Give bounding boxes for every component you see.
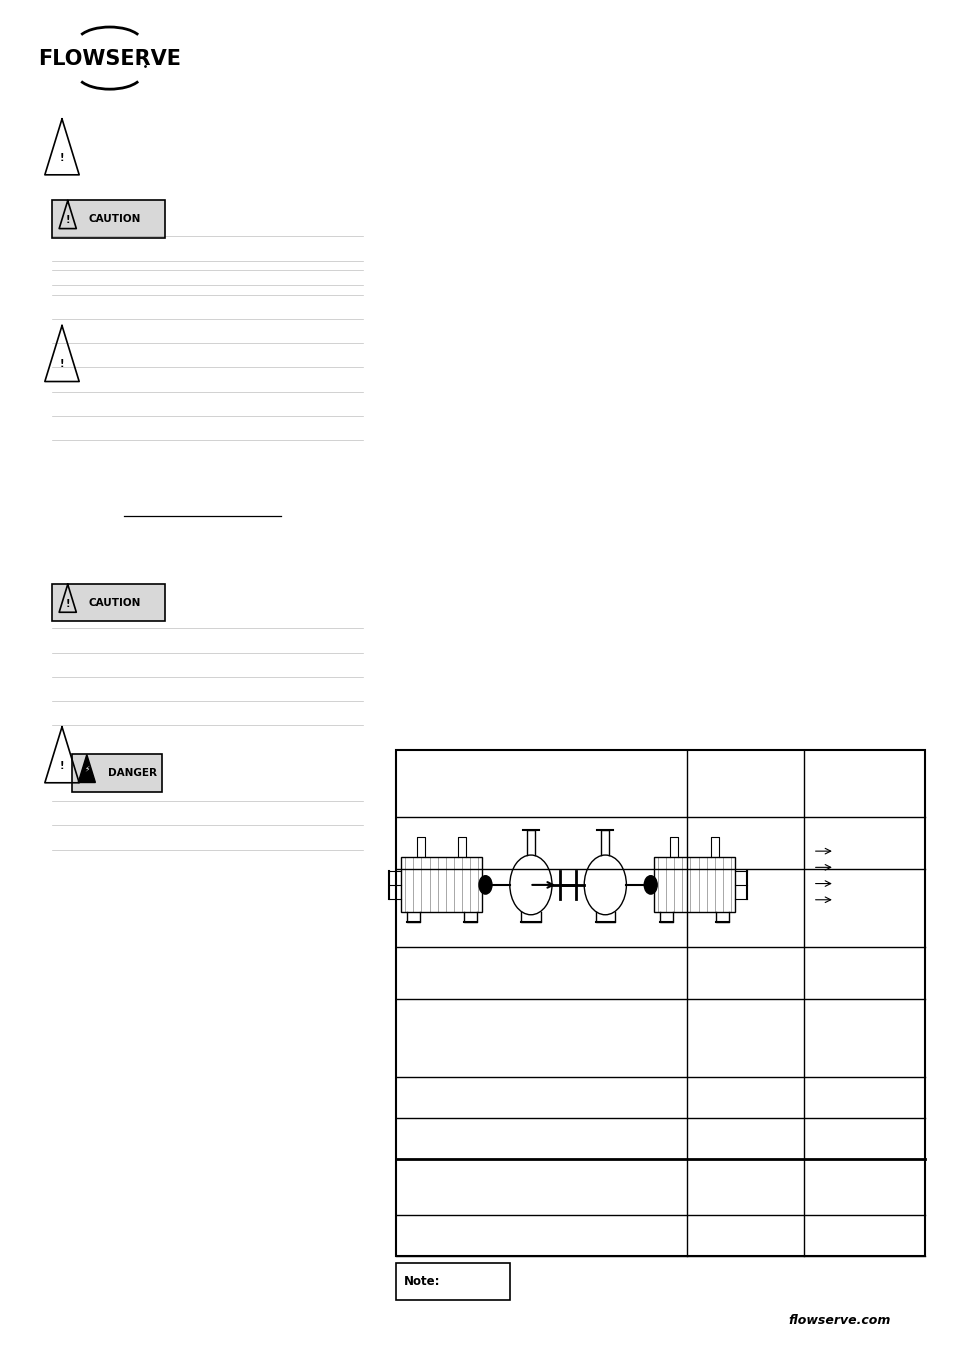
- Text: !: !: [60, 153, 64, 163]
- Text: CAUTION: CAUTION: [89, 213, 141, 224]
- Text: !: !: [66, 215, 70, 226]
- Text: !: !: [60, 761, 64, 771]
- Text: !: !: [66, 598, 70, 609]
- Polygon shape: [78, 755, 95, 782]
- Bar: [52, 200, 165, 238]
- Text: DANGER: DANGER: [108, 767, 156, 778]
- Text: Note:: Note:: [403, 1275, 439, 1288]
- Bar: [71, 754, 162, 792]
- Text: ⚡: ⚡: [84, 765, 90, 774]
- Bar: [395, 750, 924, 1256]
- Bar: [400, 858, 481, 912]
- Bar: [52, 584, 165, 621]
- Text: FLOWSERVE: FLOWSERVE: [38, 50, 181, 69]
- Text: !: !: [60, 359, 64, 370]
- Text: CAUTION: CAUTION: [89, 597, 141, 608]
- Bar: [653, 858, 734, 912]
- Text: flowserve.com: flowserve.com: [787, 1313, 890, 1327]
- Bar: [395, 1263, 510, 1300]
- Circle shape: [643, 875, 657, 894]
- Circle shape: [478, 875, 492, 894]
